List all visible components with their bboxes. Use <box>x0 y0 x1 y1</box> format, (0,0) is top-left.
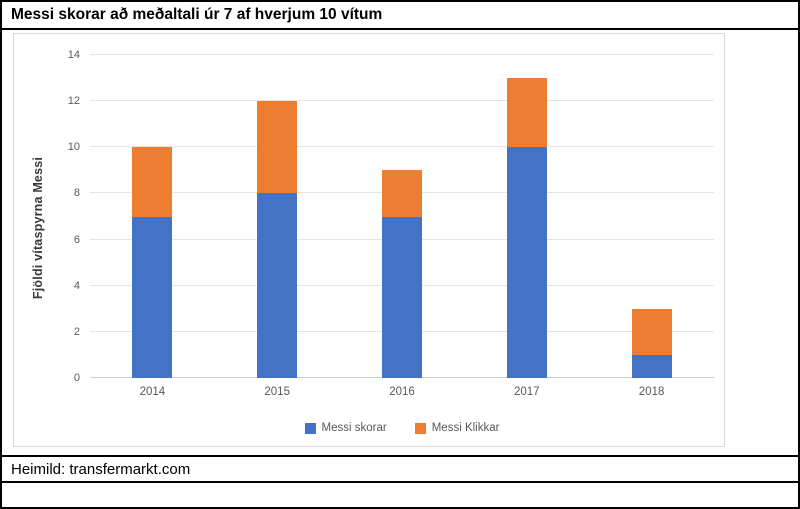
legend: Messi skorar Messi Klikkar <box>90 422 714 434</box>
bar-segment-messi-skorar-2014 <box>132 216 173 378</box>
y-tick-label: 10 <box>67 141 80 154</box>
chart-row: Fjöldi vítaspyrna Messi 0 2 4 6 8 10 12 14 2014… <box>2 30 798 455</box>
stacked-bar-2016 <box>381 55 422 378</box>
gridline <box>90 146 714 148</box>
x-axis-labels: 2014 2015 2016 2017 2018 <box>90 386 714 398</box>
y-tick-label: 0 <box>73 372 80 384</box>
x-tick-label-2014: 2014 <box>139 386 166 398</box>
bar-segment-messi-skorar-2018 <box>631 354 672 378</box>
bar-slot-2016 <box>340 55 465 378</box>
y-tick-label: 12 <box>67 95 80 108</box>
stacked-bar-2015 <box>257 55 298 378</box>
plot-area <box>90 54 714 378</box>
bar-slot-2015 <box>215 55 340 378</box>
gridline <box>90 100 714 102</box>
legend-swatch-messi-klikkar <box>414 422 426 434</box>
chart-canvas: Fjöldi vítaspyrna Messi 0 2 4 6 8 10 12 14 2014… <box>13 33 725 447</box>
y-tick-label: 14 <box>67 49 80 61</box>
legend-label: Messi Klikkar <box>431 422 500 434</box>
stacked-bar-2017 <box>506 55 547 378</box>
y-tick-label: 8 <box>73 187 80 200</box>
empty-row <box>2 483 798 507</box>
bar-segment-messi-klikkar-2016 <box>381 170 422 217</box>
stacked-bar-2014 <box>132 55 173 378</box>
bar-segment-messi-klikkar-2015 <box>257 101 298 194</box>
gridline <box>90 54 714 55</box>
y-tick-label: 2 <box>73 325 80 338</box>
x-tick-label-2015: 2015 <box>264 386 290 398</box>
bar-segment-messi-skorar-2016 <box>381 216 422 378</box>
x-tick-label-2018: 2018 <box>638 386 665 398</box>
bar-segment-messi-klikkar-2014 <box>132 147 173 217</box>
chart-title: Messi skorar að meðaltali úr 7 af hverju… <box>11 6 383 23</box>
y-axis-ticks: 0 2 4 6 8 10 12 14 <box>14 49 80 384</box>
legend-swatch-messi-skorar <box>304 422 316 434</box>
legend-item-messi-skorar: Messi skorar <box>304 422 387 434</box>
stacked-bar-2018 <box>631 55 672 378</box>
bar-segment-messi-skorar-2015 <box>257 193 298 378</box>
legend-label: Messi skorar <box>321 422 387 434</box>
bar-slot-2018 <box>589 55 714 378</box>
x-tick-label-2017: 2017 <box>513 386 540 398</box>
bar-slot-2017 <box>464 55 589 378</box>
bar-segment-messi-klikkar-2018 <box>631 308 672 355</box>
bar-slots <box>90 55 714 378</box>
y-tick-label: 6 <box>73 233 80 246</box>
y-tick-label: 4 <box>73 279 80 292</box>
x-tick-label-2016: 2016 <box>389 386 415 398</box>
source-text: Heimild: transfermarkt.com <box>11 460 191 478</box>
chart-title-row: Messi skorar að meðaltali úr 7 af hverju… <box>2 2 798 30</box>
legend-item-messi-klikkar: Messi Klikkar <box>414 422 500 434</box>
source-row: Heimild: transfermarkt.com <box>2 455 798 483</box>
bar-slot-2014 <box>90 55 215 378</box>
bar-segment-messi-skorar-2017 <box>506 147 547 378</box>
bar-segment-messi-klikkar-2017 <box>506 78 547 148</box>
